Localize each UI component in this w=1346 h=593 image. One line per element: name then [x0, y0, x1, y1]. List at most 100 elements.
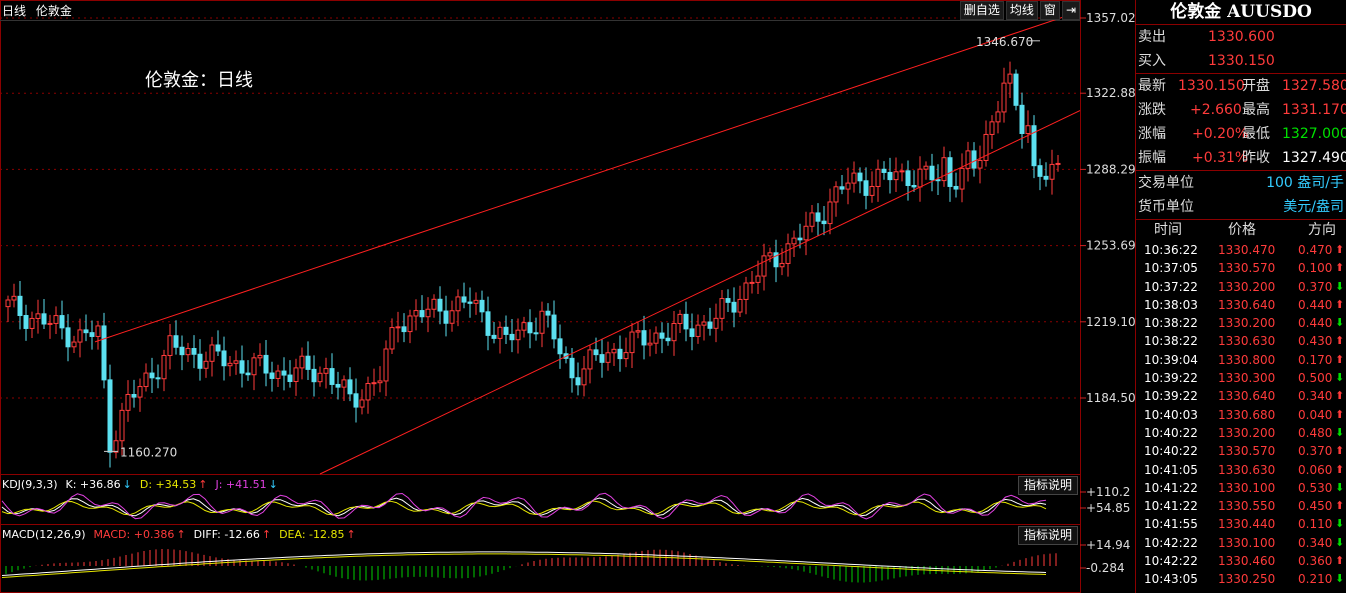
- pct-label: 涨幅: [1138, 126, 1166, 142]
- tick-price: 1330.100: [1218, 535, 1276, 550]
- candle: [611, 348, 617, 354]
- candle: [1031, 125, 1037, 167]
- candle: [221, 350, 227, 367]
- candle: [809, 212, 815, 227]
- candle: [827, 201, 833, 225]
- candle: [551, 314, 557, 340]
- macd-dea: DEA: -12.85: [279, 528, 345, 541]
- time-header: 时间: [1154, 222, 1182, 238]
- candle: [359, 399, 365, 408]
- arrow-up-icon: ⬆: [1335, 243, 1345, 256]
- candle: [395, 326, 401, 329]
- candle: [761, 255, 767, 277]
- tick-price: 1330.570: [1218, 261, 1276, 276]
- kdj-axis-label: +110.2: [1086, 485, 1130, 499]
- tick-row: 10:40:03 1330.680 0.040 ⬆: [1136, 406, 1346, 424]
- candle: [29, 317, 35, 329]
- tick-change: 0.440: [1298, 316, 1333, 331]
- candlestick-chart[interactable]: 1357.026 1322.886 1288.292 1253.698 1219.103…: [0, 0, 1135, 593]
- candle: [881, 168, 887, 173]
- tick-time: 10:42:22: [1144, 554, 1198, 569]
- candle: [791, 237, 797, 245]
- tick-time: 10:40:22: [1144, 425, 1198, 440]
- period-label[interactable]: 日线: [2, 4, 27, 18]
- tick-row: 10:39:04 1330.800 0.170 ⬆: [1136, 351, 1346, 369]
- symbol-label: 伦敦金: [35, 4, 72, 18]
- stats-row: 涨幅 +0.20% 最低 1327.000: [1136, 122, 1346, 146]
- chart-area[interactable]: 1357.026 1322.886 1288.292 1253.698 1219.103…: [0, 0, 1135, 593]
- tick-change: 0.480: [1298, 425, 1333, 440]
- candle: [209, 344, 215, 362]
- macd-axis-label: +14.94: [1086, 538, 1130, 552]
- last-value: 1330.150: [1178, 78, 1245, 94]
- candle: [227, 362, 233, 367]
- candle: [863, 180, 869, 196]
- candle: [953, 185, 959, 190]
- macd-help-button[interactable]: 指标说明: [1018, 526, 1078, 545]
- candle: [893, 171, 899, 181]
- candle: [557, 338, 563, 355]
- candle: [851, 172, 857, 184]
- tick-price: 1330.630: [1218, 334, 1276, 349]
- tick-time: 10:38:03: [1144, 297, 1198, 312]
- sell-label: 卖出: [1138, 29, 1166, 45]
- candle: [779, 262, 785, 268]
- tick-time: 10:39:22: [1144, 389, 1198, 404]
- candle: [197, 353, 203, 369]
- sell-value: 1330.600: [1208, 29, 1275, 45]
- tick-change: 0.430: [1298, 334, 1333, 349]
- kdj-axis-label: +54.85: [1086, 501, 1130, 515]
- tick-change: 0.060: [1298, 462, 1333, 477]
- candle: [917, 168, 923, 188]
- candle: [371, 382, 377, 385]
- tick-change: 0.340: [1298, 535, 1333, 550]
- chart-header: 日线 伦敦金: [2, 2, 78, 19]
- remove-favorite-button[interactable]: 删自选: [959, 1, 1004, 20]
- price-axis-label: 1219.103: [1086, 315, 1135, 329]
- candle: [311, 368, 317, 383]
- candle: [845, 182, 851, 190]
- stats-section: 最新 1330.150 开盘 1327.580 涨跌 +2.660 最高 133…: [1136, 74, 1346, 171]
- candle: [263, 354, 269, 374]
- arrow-down-icon: ↓: [122, 478, 132, 491]
- tick-price: 1330.200: [1218, 279, 1276, 294]
- candle: [347, 379, 353, 395]
- window-button[interactable]: 窗: [1039, 1, 1060, 20]
- tick-change: 0.370: [1298, 444, 1333, 459]
- tick-price: 1330.200: [1218, 316, 1276, 331]
- candle: [473, 299, 479, 304]
- kdj-help-button[interactable]: 指标说明: [1018, 476, 1078, 495]
- candle: [377, 380, 383, 384]
- candle: [479, 299, 485, 313]
- arrow-up-icon: ⬆: [1335, 462, 1345, 476]
- tick-row: 10:41:22 1330.550 0.450 ⬆: [1136, 497, 1346, 515]
- candle: [581, 368, 587, 386]
- tick-time: 10:43:05: [1144, 572, 1198, 587]
- candle: [605, 352, 611, 363]
- candle: [149, 372, 155, 379]
- kdj-k: K: +36.86: [65, 478, 121, 491]
- candle: [647, 342, 653, 346]
- tick-change: 0.360: [1298, 554, 1333, 569]
- candle: [95, 325, 101, 337]
- candle: [443, 310, 449, 324]
- candle: [89, 332, 95, 337]
- tick-row: 10:39:22 1330.300 0.500 ⬇: [1136, 369, 1346, 387]
- tick-time: 10:38:22: [1144, 334, 1198, 349]
- candle: [389, 327, 395, 350]
- high-value: 1331.170: [1282, 102, 1346, 118]
- tick-time: 10:39:22: [1144, 371, 1198, 386]
- candle: [959, 167, 965, 190]
- candle: [725, 298, 731, 303]
- candle: [749, 281, 755, 284]
- tick-time: 10:38:22: [1144, 316, 1198, 331]
- expand-icon[interactable]: ⇥: [1061, 1, 1080, 20]
- chart-toolbar: 删自选 均线 窗 ⇥: [959, 1, 1080, 20]
- candle: [1001, 82, 1007, 113]
- arrow-up-icon: ↑: [176, 528, 186, 541]
- tick-time: 10:41:55: [1144, 517, 1198, 532]
- change-label: 涨跌: [1138, 102, 1166, 118]
- candle: [737, 298, 743, 313]
- moving-average-button[interactable]: 均线: [1005, 1, 1038, 20]
- tick-change: 0.100: [1298, 261, 1333, 276]
